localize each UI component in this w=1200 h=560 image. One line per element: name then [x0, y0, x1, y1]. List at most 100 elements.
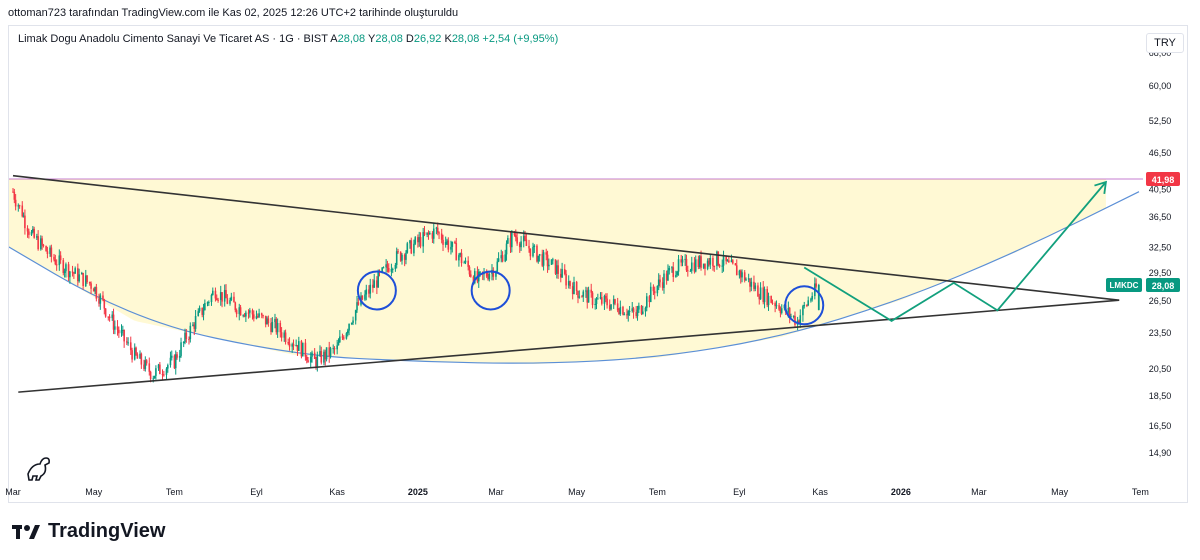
candle-body	[619, 306, 622, 314]
candle-body	[339, 336, 341, 343]
candle-body	[161, 374, 164, 376]
candle-body	[652, 286, 655, 292]
candle-body	[313, 352, 316, 359]
candle-body	[78, 274, 80, 282]
candle-body	[159, 364, 161, 375]
candle-body	[337, 342, 340, 346]
candle-body	[770, 295, 772, 303]
candle-body	[676, 271, 679, 275]
low-label: D	[405, 33, 414, 45]
candle-body	[369, 284, 372, 294]
candle-body	[73, 272, 75, 274]
candle-body	[665, 273, 668, 281]
candle-body	[17, 205, 20, 207]
candle-body	[690, 262, 693, 271]
candle-body	[663, 273, 665, 288]
x-tick-label: May	[85, 487, 103, 497]
attribution-text: ottoman723 tarafından TradingView.com il…	[8, 7, 459, 19]
close-label: K	[444, 33, 452, 45]
candle-body	[632, 308, 635, 313]
candle-body	[211, 290, 214, 296]
candle-body	[432, 228, 435, 239]
x-tick-label: Kas	[329, 487, 345, 497]
candle-body	[123, 329, 125, 342]
candle-body	[287, 342, 290, 344]
y-tick-label: 36,50	[1149, 212, 1172, 222]
candle-body	[311, 352, 313, 357]
candle-body	[77, 268, 79, 282]
candle-body	[235, 310, 238, 315]
candle-body	[234, 302, 237, 311]
candle-body	[440, 233, 443, 240]
candle-body	[292, 344, 295, 346]
candle-body	[817, 284, 820, 310]
candle-body	[247, 312, 250, 314]
candle-body	[672, 267, 675, 278]
candle-body	[180, 342, 182, 356]
candle-body	[316, 355, 319, 367]
candle-body	[36, 236, 38, 238]
candle-body	[716, 251, 718, 266]
candle-body	[601, 297, 603, 304]
candle-body	[780, 308, 783, 313]
candle-body	[377, 271, 379, 288]
candle-body	[721, 265, 724, 267]
candle-body	[514, 235, 517, 238]
projection-path	[803, 181, 1107, 322]
x-tick-label: Tem	[649, 487, 666, 497]
currency-button[interactable]: TRY	[1146, 33, 1184, 53]
candle-body	[546, 254, 549, 267]
candle-body	[169, 357, 172, 366]
candle-body	[37, 236, 39, 250]
candle-body	[726, 260, 729, 262]
candle-body	[675, 274, 677, 278]
candle-body	[381, 267, 383, 272]
candle-body	[455, 243, 458, 261]
candle-body	[165, 368, 168, 375]
candle-body	[702, 263, 705, 268]
candle-body	[656, 285, 659, 294]
candle-body	[342, 337, 345, 339]
candle-body	[803, 305, 806, 307]
candle-body	[550, 259, 553, 265]
candle-body	[193, 324, 196, 329]
candle-body	[464, 260, 467, 263]
candle-body	[511, 232, 513, 248]
candle-body	[496, 261, 499, 272]
candle-body	[394, 264, 397, 269]
candle-body	[13, 191, 16, 200]
candle-body	[136, 354, 139, 359]
y-tick-label: 60,00	[1149, 81, 1172, 91]
candle-body	[728, 260, 730, 263]
candle-body	[325, 347, 328, 360]
candle-body	[754, 285, 757, 289]
candle-body	[323, 351, 325, 363]
candle-body	[631, 308, 634, 312]
candle-body	[657, 279, 660, 286]
candle-body	[428, 233, 431, 235]
open-label: A	[330, 33, 338, 45]
high-value: 28,08	[375, 33, 403, 45]
candle-body	[189, 325, 192, 340]
candle-body	[262, 315, 264, 317]
candle-body	[628, 311, 631, 313]
candle-body	[775, 305, 778, 307]
candle-body	[470, 274, 472, 277]
candle-body	[811, 295, 813, 300]
candle-body	[612, 299, 615, 305]
candle-body	[230, 296, 233, 301]
candle-body	[463, 262, 465, 264]
symbol-name[interactable]: Limak Dogu Anadolu Cimento Sanayi Ve Tic…	[18, 33, 328, 45]
dino-watermark-icon	[27, 457, 50, 481]
candle-body	[545, 252, 548, 255]
candle-body	[799, 315, 802, 324]
trendline-upper	[12, 174, 1120, 302]
candle-body	[504, 254, 507, 262]
candle-body	[188, 339, 190, 341]
candle-body	[608, 305, 611, 310]
candle-body	[694, 259, 697, 272]
candle-body	[414, 237, 417, 244]
candle-body	[802, 306, 804, 316]
candle-body	[283, 332, 286, 338]
